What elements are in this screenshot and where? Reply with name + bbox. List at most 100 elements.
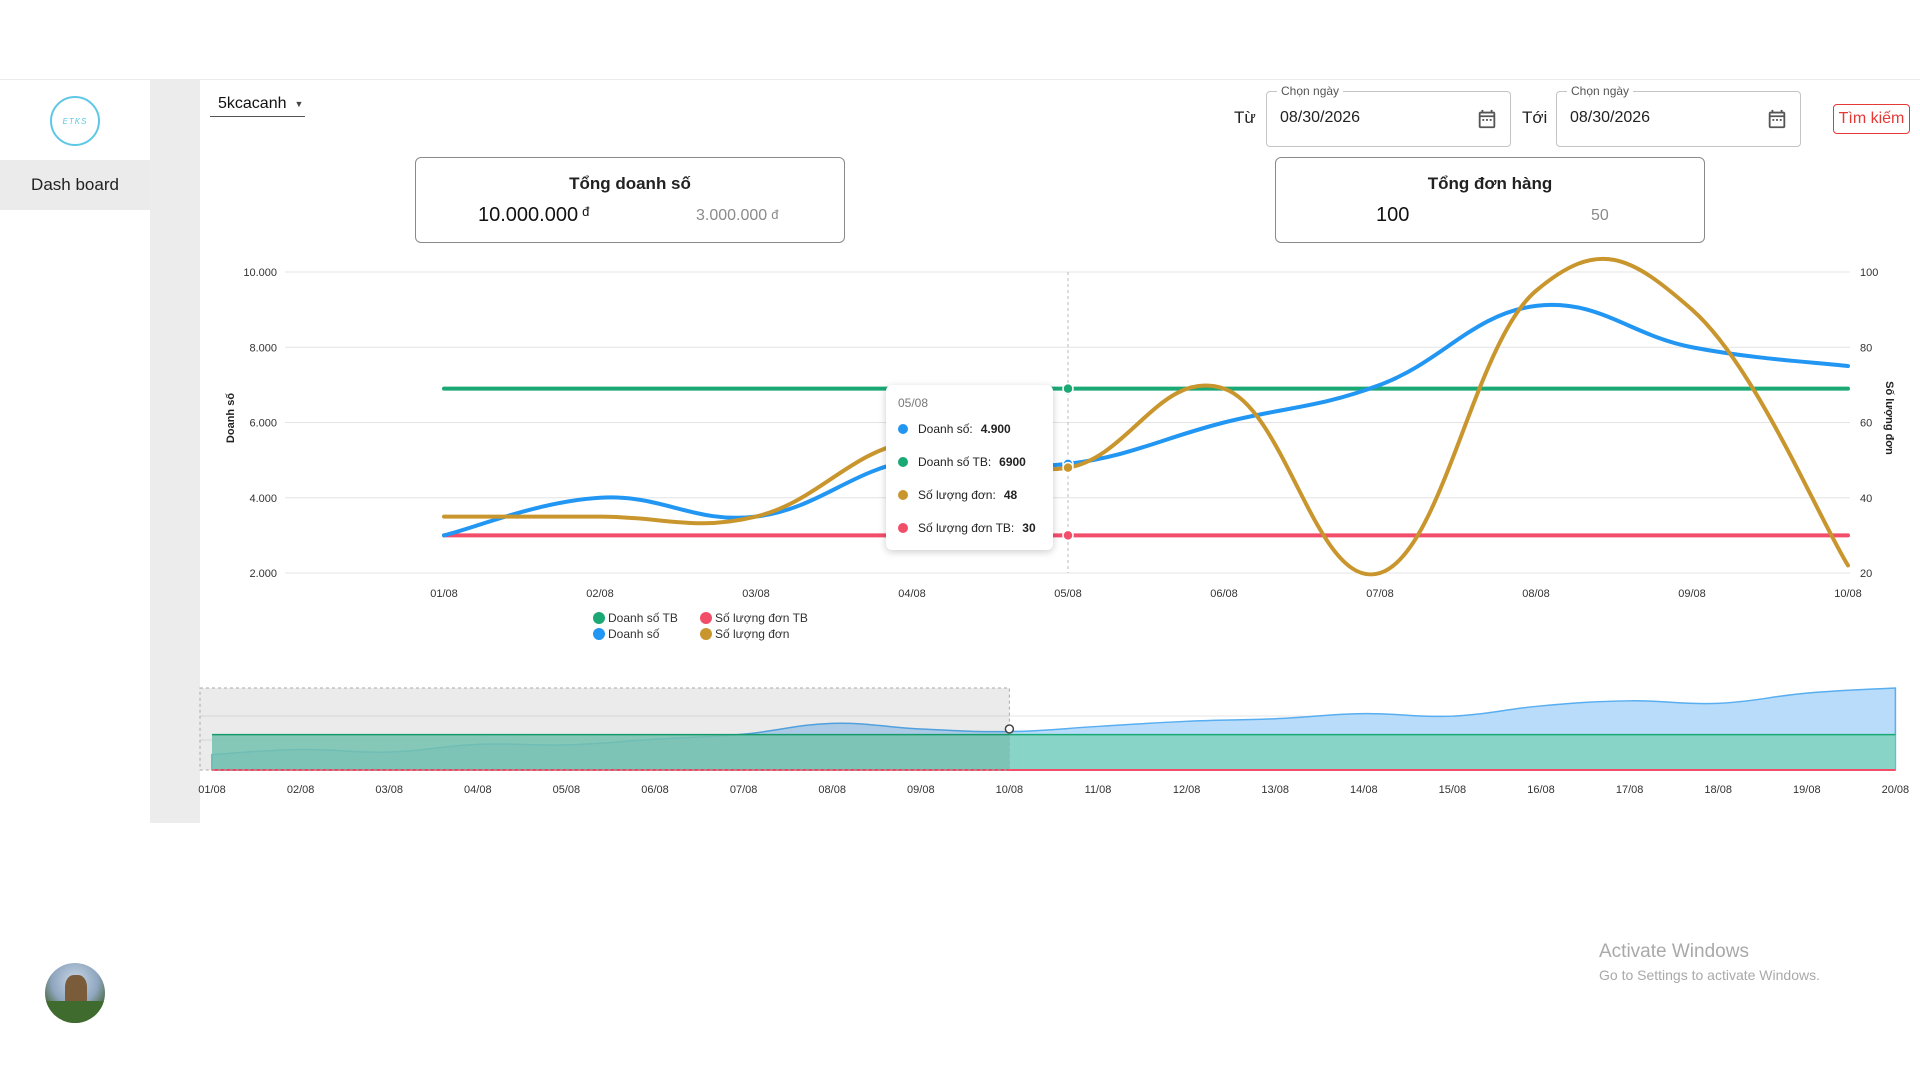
total-orders-title: Tổng đơn hàng — [1427, 174, 1553, 193]
total-revenue-value: 10.000.000 đ — [478, 204, 589, 227]
right-axis-tick-label: 100 — [1860, 267, 1878, 279]
total-revenue-unit: đ — [582, 204, 590, 219]
right-axis-tick-label: 40 — [1860, 493, 1872, 505]
legend-dot — [700, 628, 712, 640]
navigator-average-area — [212, 734, 1896, 770]
hover-point — [1062, 382, 1074, 395]
tooltip-row: Doanh số TB: 6900 — [898, 455, 1026, 469]
search-button[interactable]: Tìm kiếm — [1833, 104, 1910, 134]
legend-item[interactable]: Doanh số — [593, 627, 659, 641]
x-axis-tick-label: 03/08 — [742, 588, 770, 600]
tooltip-row: Số lượng đơn: 48 — [898, 488, 1017, 502]
top-bar — [0, 0, 1920, 80]
tooltip-dot — [898, 457, 908, 467]
navigator-tick-label: 10/08 — [996, 784, 1024, 796]
navigator-tick-label: 05/08 — [553, 784, 581, 796]
navigator-tick-label: 15/08 — [1439, 784, 1467, 796]
tooltip-value: 6900 — [999, 455, 1026, 469]
from-date-input[interactable] — [1280, 109, 1460, 127]
series-line-so-luong-don — [442, 256, 1850, 577]
right-axis-title: Số lượng đơn — [1883, 381, 1895, 455]
x-axis-tick-label: 07/08 — [1366, 588, 1394, 600]
calendar-icon[interactable] — [1476, 108, 1498, 130]
legend-item[interactable]: Doanh số TB — [593, 611, 678, 625]
to-date-field[interactable]: Chọn ngày — [1556, 84, 1801, 147]
left-axis-tick-label: 2.000 — [249, 568, 277, 580]
total-revenue-card: Tổng doanh số 10.000.000 đ 3.000.000 đ — [415, 157, 845, 243]
avatar-grass-shape — [45, 1001, 105, 1023]
calendar-icon[interactable] — [1766, 108, 1788, 130]
total-orders-compare: 50 — [1591, 207, 1609, 224]
legend-item[interactable]: Số lượng đơn TB — [700, 611, 808, 625]
activate-windows-title: Activate Windows — [1599, 941, 1749, 962]
x-axis-tick-label: 02/08 — [586, 588, 614, 600]
navigator-tick-label: 01/08 — [198, 784, 226, 796]
tooltip-row: Số lượng đơn TB: 30 — [898, 521, 1036, 535]
store-select[interactable]: 5kcacanh ▼ — [210, 92, 305, 117]
hover-point — [1062, 529, 1074, 542]
legend-label: Số lượng đơn — [715, 627, 790, 641]
tooltip-value: 30 — [1022, 521, 1036, 535]
avatar[interactable] — [45, 963, 105, 1023]
total-revenue-title: Tổng doanh số — [569, 174, 691, 193]
x-axis-tick-label: 04/08 — [898, 588, 926, 600]
chevron-down-icon: ▼ — [294, 99, 304, 109]
navigator-tick-label: 03/08 — [375, 784, 403, 796]
navigator-tick-label: 18/08 — [1704, 784, 1732, 796]
total-revenue-number: 10.000.000 — [478, 204, 579, 226]
navigator-tick-label: 14/08 — [1350, 784, 1378, 796]
navigator-tick-label: 08/08 — [818, 784, 846, 796]
to-date-input[interactable] — [1570, 109, 1750, 127]
hover-point — [1062, 461, 1074, 474]
tooltip-dot — [898, 424, 908, 434]
total-orders-value: 100 — [1376, 204, 1410, 226]
left-axis-title: Doanh số — [225, 393, 237, 443]
navigator-tick-label: 16/08 — [1527, 784, 1555, 796]
tooltip-title: 05/08 — [898, 396, 929, 410]
avatar-rock-shape — [65, 975, 87, 1005]
navigator-tick-label: 17/08 — [1616, 784, 1644, 796]
navigator-drag-handle[interactable] — [1004, 724, 1015, 734]
total-orders-card: Tổng đơn hàng 100 50 — [1275, 157, 1705, 243]
activate-windows-subtitle: Go to Settings to activate Windows. — [1599, 967, 1820, 983]
tooltip-dot — [898, 523, 908, 533]
right-axis-tick-label: 80 — [1860, 342, 1872, 354]
right-axis-tick-label: 20 — [1860, 568, 1872, 580]
x-axis-tick-label: 08/08 — [1522, 588, 1550, 600]
navigator-tick-label: 11/08 — [1085, 784, 1112, 796]
total-revenue-compare: 3.000.000 đ — [696, 207, 778, 225]
navigator-tick-label: 02/08 — [287, 784, 315, 796]
right-axis-tick-label: 60 — [1860, 418, 1872, 430]
navigator-tick-label: 07/08 — [730, 784, 758, 796]
x-axis-tick-label: 01/08 — [430, 588, 458, 600]
x-axis-tick-label: 06/08 — [1210, 588, 1238, 600]
navigator-tick-label: 04/08 — [464, 784, 492, 796]
x-axis-tick-label: 05/08 — [1054, 588, 1082, 600]
legend-label: Doanh số TB — [608, 611, 678, 625]
navigator-selection-window[interactable] — [199, 687, 1010, 771]
sidebar-item-dashboard[interactable]: Dash board — [0, 160, 150, 210]
navigator-tick-label: 19/08 — [1793, 784, 1821, 796]
tooltip-row: Doanh số: 4.900 — [898, 422, 1011, 436]
sidebar-item-label: Dash board — [31, 175, 119, 194]
x-axis-tick-label: 09/08 — [1678, 588, 1706, 600]
navigator-tick-label: 13/08 — [1261, 784, 1289, 796]
navigator-tick-label: 12/08 — [1173, 784, 1201, 796]
legend-label: Doanh số — [608, 627, 660, 641]
from-date-field[interactable]: Chọn ngày — [1266, 84, 1511, 147]
left-axis-tick-label: 4.000 — [249, 493, 277, 505]
from-date-legend: Chọn ngày — [1277, 84, 1344, 98]
left-axis-tick-label: 6.000 — [249, 418, 277, 430]
tooltip-dot — [898, 490, 908, 500]
x-axis-tick-label: 10/08 — [1834, 588, 1862, 600]
left-axis-tick-label: 10.000 — [243, 267, 277, 279]
legend-item[interactable]: Số lượng đơn — [700, 627, 789, 641]
legend-dot — [593, 612, 605, 624]
total-revenue-compare-number: 3.000.000 — [696, 207, 768, 224]
total-revenue-compare-unit: đ — [771, 207, 779, 222]
logo[interactable]: ETKS — [50, 96, 100, 146]
store-select-value: 5kcacanh — [218, 95, 287, 112]
chart-tooltip: 05/08 Doanh số: 4.900 Doanh số TB: 6900 Số… — [886, 385, 1053, 550]
navigator-tick-label: 06/08 — [641, 784, 669, 796]
